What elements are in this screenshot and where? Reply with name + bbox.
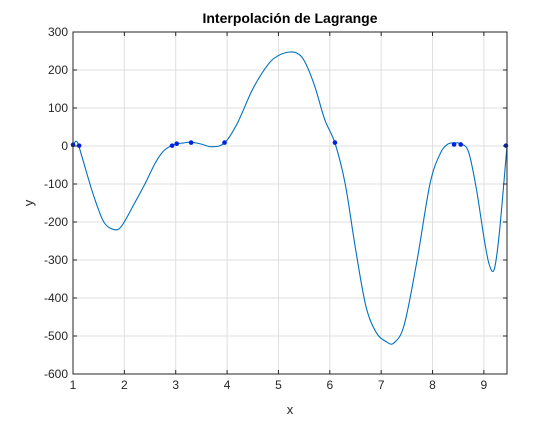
- x-tick-label: 8: [429, 378, 436, 392]
- data-point: [451, 142, 457, 147]
- grid-layer: [72, 31, 507, 375]
- data-point: [222, 140, 227, 145]
- chart-title: Interpolación de Lagrange: [202, 10, 377, 26]
- data-point: [76, 143, 82, 148]
- data-point: [458, 142, 464, 147]
- y-tick-label: -500: [44, 329, 68, 343]
- x-tick-label: 4: [224, 378, 231, 392]
- y-tick-label: 300: [48, 25, 68, 39]
- x-tick-label: 2: [121, 378, 128, 392]
- data-point: [169, 143, 175, 148]
- y-tick-label: -300: [44, 253, 68, 267]
- y-tick-label: -400: [44, 291, 68, 305]
- x-tick-label: 7: [378, 378, 385, 392]
- x-axis-label: x: [287, 402, 294, 417]
- y-tick-label: -100: [44, 177, 68, 191]
- y-tick-label: 100: [48, 101, 68, 115]
- x-tick-label: 1: [70, 378, 77, 392]
- y-tick-label: -200: [44, 215, 68, 229]
- x-tick-label: 3: [172, 378, 179, 392]
- y-tick-label: 0: [61, 139, 68, 153]
- data-point: [332, 140, 338, 145]
- y-tick-label: 200: [48, 63, 68, 77]
- data-point: [188, 140, 194, 145]
- axes-layer: [72, 31, 508, 375]
- axes-box: [72, 31, 508, 375]
- x-tick-label: 6: [326, 378, 333, 392]
- y-axis-label: y: [21, 199, 36, 206]
- y-tick-label: -600: [44, 367, 68, 381]
- x-tick-label: 5: [275, 378, 282, 392]
- x-tick-label: 9: [481, 378, 488, 392]
- data-layer: [70, 51, 509, 345]
- data-point: [174, 141, 180, 147]
- tick-layer: 1 2 3 4 5 6 7 8 9 -600 -500 -400 -300 -200 -100 0 100 200…: [44, 25, 488, 392]
- plot-area: [73, 32, 507, 374]
